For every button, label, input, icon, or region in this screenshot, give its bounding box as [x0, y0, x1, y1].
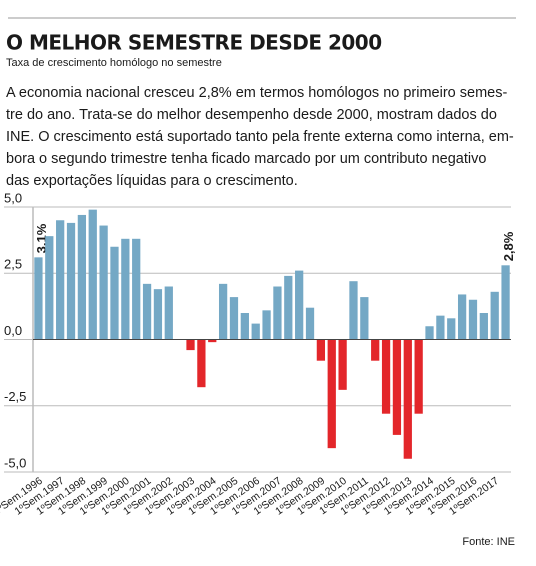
y-tick-label: 0,0: [4, 323, 22, 338]
y-tick-label: 5,0: [4, 190, 22, 205]
bar: [425, 326, 434, 340]
bar: [457, 294, 467, 340]
bar: [77, 214, 87, 340]
chart-title: O MELHOR SEMESTRE DESDE 2000: [6, 31, 382, 55]
bar: [218, 283, 228, 340]
bar: [99, 225, 108, 340]
bar: [132, 238, 141, 340]
bar: [349, 281, 358, 340]
bar: [295, 270, 304, 340]
bar: [360, 297, 369, 340]
y-tick-label: -2,5: [4, 389, 26, 404]
value-label: 3,1%: [34, 223, 49, 253]
bar: [66, 222, 76, 340]
body-text: INE. O crescimento está suportado tanto …: [6, 129, 514, 145]
bar: [186, 339, 195, 351]
chart-subtitle: Taxa de crescimento homólogo no semestre: [6, 57, 222, 69]
bar: [153, 289, 163, 340]
bar: [251, 323, 260, 340]
bar: [327, 339, 336, 449]
bar: [45, 236, 54, 340]
bar: [381, 339, 391, 414]
body-text: bora o segundo trimestre tenha ficado ma…: [6, 151, 486, 167]
bar: [338, 339, 347, 390]
body-text: das exportações líquidas para o crescime…: [6, 173, 298, 189]
bar: [371, 339, 380, 361]
bar: [197, 339, 206, 388]
bar: [142, 283, 152, 340]
bar: [164, 286, 173, 340]
bar: [121, 238, 130, 340]
bar: [403, 339, 412, 459]
bar: [273, 286, 282, 340]
body-text: tre do ano. Trata-se do melhor desempenh…: [6, 107, 497, 123]
bar: [240, 313, 249, 340]
bar: [490, 291, 499, 340]
bar: [316, 339, 326, 361]
bar: [479, 313, 488, 340]
bar: [468, 299, 478, 340]
bar: [262, 310, 271, 340]
value-label: 2,8%: [501, 231, 516, 261]
bar: [34, 257, 43, 340]
y-tick-label: -5,0: [4, 455, 26, 470]
bar: [88, 209, 97, 340]
bar: [229, 297, 239, 340]
body-text: A economia nacional cresceu 2,8% em term…: [6, 85, 507, 101]
bar: [110, 246, 119, 340]
bar: [414, 339, 423, 414]
bar: [284, 275, 293, 340]
bar: [501, 265, 510, 340]
bar: [447, 318, 456, 340]
source: Fonte: INE: [462, 536, 515, 548]
y-tick-label: 2,5: [4, 257, 22, 272]
bar: [392, 339, 402, 435]
bar: [436, 315, 445, 340]
bar: [305, 307, 315, 340]
bar: [56, 220, 65, 340]
bar: [208, 339, 217, 343]
